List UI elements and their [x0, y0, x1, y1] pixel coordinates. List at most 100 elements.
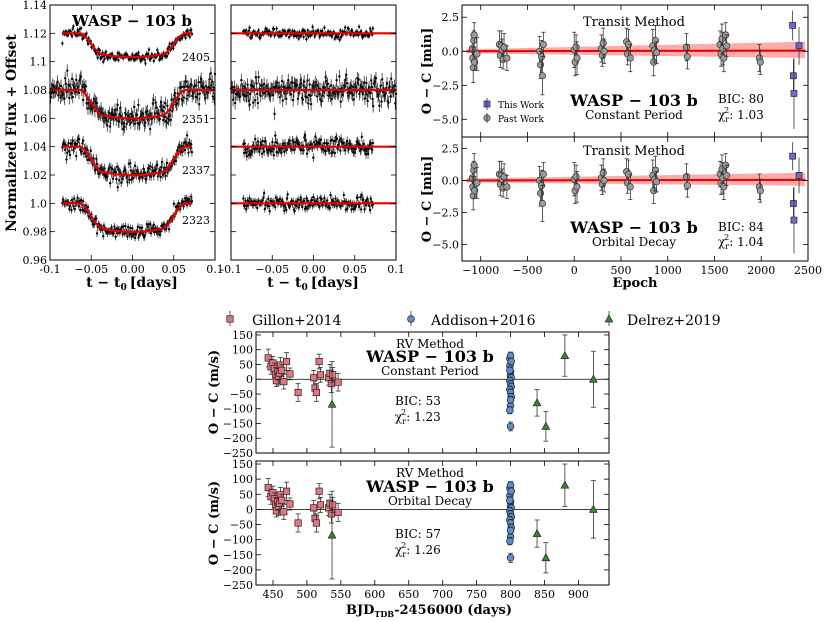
- lightcurve-point: [342, 193, 346, 197]
- lightcurve-point: [185, 203, 189, 207]
- rv-bic-2: BIC: 57: [395, 527, 441, 541]
- legend-past-work: Past Work: [498, 115, 544, 125]
- rv-point-addison: [506, 366, 514, 375]
- lightcurve-point: [274, 134, 277, 137]
- lightcurve-point: [371, 97, 374, 101]
- lightcurve-point: [81, 98, 85, 102]
- lightcurve-point: [102, 60, 105, 63]
- lightcurve-point: [351, 85, 355, 89]
- lightcurve-point: [138, 233, 141, 237]
- rv-point-gillon: [282, 357, 291, 366]
- lightcurve-residual-ticks: -0.1 −0.05 0.00 0.05 0.1: [220, 4, 405, 276]
- timing-past-point: [683, 182, 691, 190]
- lightcurve-point: [309, 102, 313, 106]
- lightcurve-point: [363, 208, 366, 211]
- lightcurve-residual-panel: -0.1 −0.05 0.00 0.05 0.1: [220, 4, 405, 276]
- lightcurve-point: [162, 118, 165, 122]
- lightcurve-point: [67, 142, 70, 145]
- lightcurve-point: [165, 54, 169, 58]
- rv-chi-symbol: χ: [395, 410, 403, 424]
- rv-point-gillon: [286, 500, 294, 508]
- timing-bic-1: BIC: 80: [718, 92, 764, 106]
- lightcurve-point: [283, 29, 287, 33]
- rv-chi-sub-2: r: [402, 550, 406, 559]
- lightcurve-point: [339, 149, 342, 152]
- lightcurve-point: [231, 86, 234, 89]
- lightcurve-point: [339, 29, 342, 32]
- lightcurve-point: [385, 82, 389, 85]
- lightcurve-point: [197, 81, 200, 84]
- lightcurve-point: [369, 91, 372, 95]
- rv-orbital-decay-xtick-label: 500: [296, 588, 317, 601]
- lightcurve-point: [117, 179, 121, 182]
- lightcurve-point: [75, 78, 78, 82]
- rv-orbital-decay-xtick-label: 750: [466, 588, 487, 601]
- lightcurve-point: [325, 79, 328, 83]
- lc-left-xtick-label: −0.05: [74, 263, 108, 276]
- lightcurve-point: [92, 157, 95, 160]
- lightcurve-point: [152, 174, 156, 177]
- lightcurve-point: [66, 69, 69, 72]
- lightcurve-point: [255, 82, 258, 85]
- lightcurve-point: [303, 133, 307, 137]
- lightcurve-point: [321, 29, 324, 33]
- lightcurve-series-2351: [229, 68, 398, 121]
- rv-chi-2: χr2: 1.26: [395, 541, 441, 559]
- lightcurve-point: [310, 198, 314, 202]
- lightcurve-point: [289, 93, 293, 96]
- lightcurve-point: [211, 80, 214, 83]
- timing-planet-label-2: WASP − 103 b: [569, 218, 698, 237]
- epoch-label-2337: 2337: [182, 164, 210, 177]
- lightcurve-point: [260, 84, 264, 87]
- lightcurve-point: [253, 99, 257, 102]
- rv-point-gillon: [316, 501, 325, 509]
- lightcurve-point: [346, 139, 349, 143]
- lightcurve-point: [251, 101, 255, 104]
- lightcurve-model-panel: -0.1 −0.05 0.00 0.05 0.1 0.96 0.98 1.0 1.02 1.04 1…: [23, 0, 224, 276]
- lightcurve-point: [298, 86, 302, 89]
- lightcurve-point: [212, 86, 215, 89]
- rv-orbital-decay-xtick-label: 450: [262, 588, 283, 601]
- lightcurve-point: [388, 85, 391, 88]
- lightcurve-residual-frame: [230, 4, 397, 261]
- lightcurve-point: [119, 106, 122, 109]
- timing-constant-period-ytick-label: 2.5: [442, 11, 460, 24]
- lightcurve-point: [165, 161, 169, 165]
- lightcurve-point: [346, 207, 349, 210]
- timing-past-point: [720, 54, 728, 62]
- rv-legend: [226, 311, 614, 326]
- timing-past-point: [723, 42, 731, 50]
- lightcurve-point: [187, 197, 191, 201]
- lightcurve-point: [81, 37, 84, 41]
- lightcurve-point: [337, 35, 340, 39]
- timing-past-point: [500, 43, 508, 51]
- lightcurve-point: [98, 49, 101, 52]
- rv-point-gillon: [278, 366, 286, 374]
- lightcurve-point: [74, 90, 77, 93]
- lightcurve-point: [116, 103, 119, 107]
- lightcurve-point: [302, 35, 305, 39]
- lc-left-ytick-label: 1.02: [23, 169, 48, 182]
- lightcurve-point: [79, 208, 82, 212]
- lightcurve-point: [122, 225, 125, 228]
- lightcurve-point: [56, 80, 59, 83]
- lightcurve-point: [253, 137, 257, 141]
- lightcurve-point: [380, 100, 383, 103]
- lightcurve-model-ticks: -0.1 −0.05 0.00 0.05 0.1 0.96 0.98 1.0 1.02 1.04 1…: [23, 0, 224, 276]
- lightcurve-point: [329, 84, 333, 87]
- lightcurve-point: [164, 101, 167, 105]
- lightcurve-point: [185, 134, 189, 137]
- timing-constant-period-panel: −5.0 −2.5 0.0 2.5 Transit Method WASP − 103…: [432, 4, 809, 138]
- lightcurve-point: [211, 95, 215, 98]
- lightcurve-point: [256, 147, 259, 150]
- lightcurve-point: [267, 197, 270, 201]
- lightcurve-point: [121, 233, 124, 236]
- lightcurve-point: [301, 205, 304, 209]
- lightcurve-point: [84, 85, 88, 88]
- lightcurve-point: [186, 29, 189, 32]
- lightcurve-point: [77, 91, 81, 95]
- lightcurve-point: [291, 139, 294, 142]
- lightcurve-point: [174, 159, 178, 163]
- lightcurve-point: [187, 151, 190, 154]
- timing-past-point: [652, 178, 661, 186]
